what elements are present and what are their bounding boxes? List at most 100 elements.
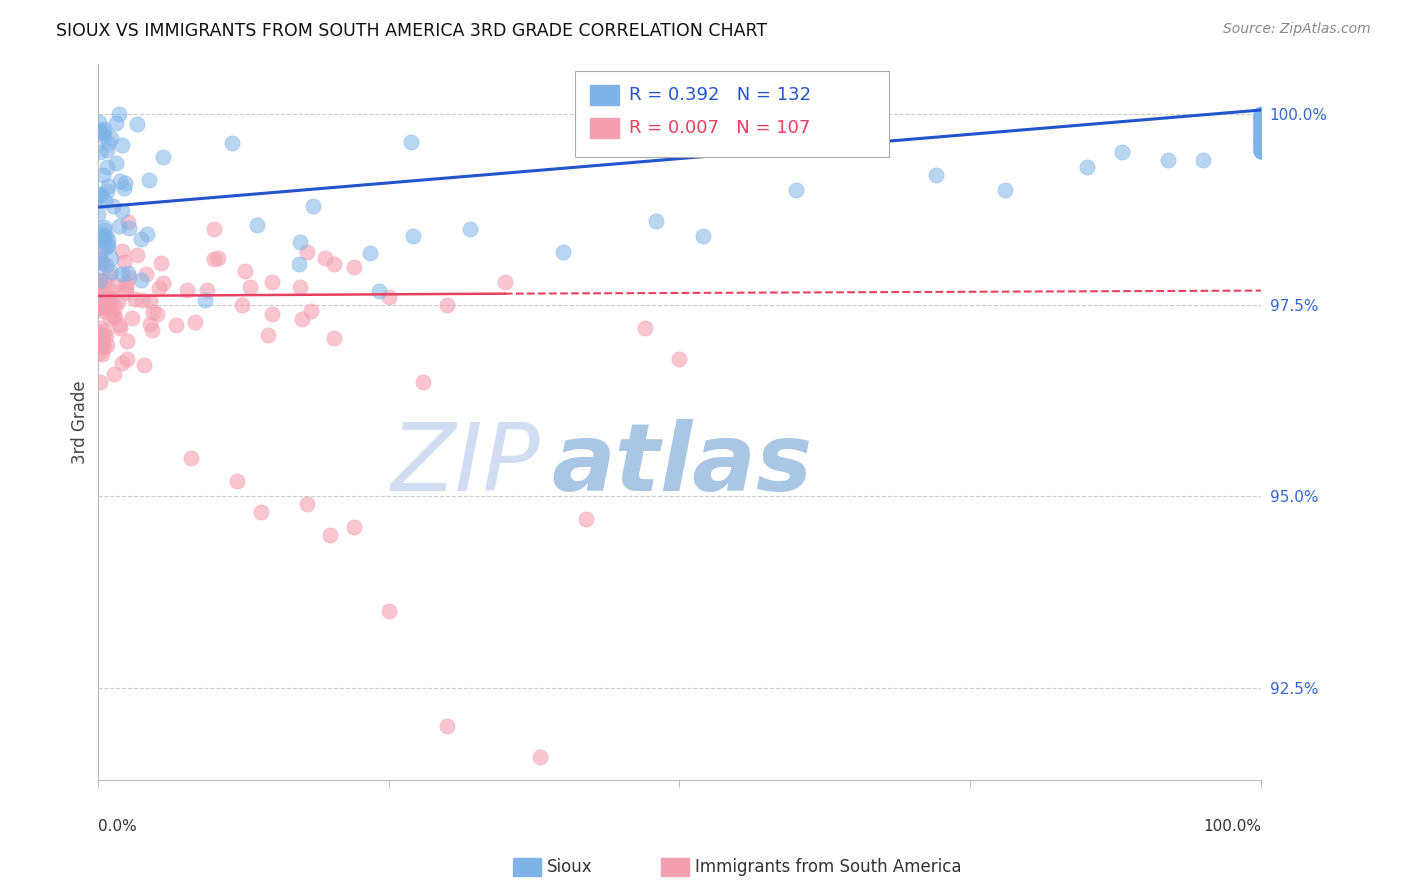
Point bbox=[150, 256, 173, 270]
Point bbox=[290, 279, 312, 293]
Point bbox=[256, 328, 278, 343]
Point bbox=[195, 283, 218, 297]
Point bbox=[323, 257, 346, 271]
Point bbox=[1250, 128, 1272, 142]
Point bbox=[260, 307, 283, 321]
Point bbox=[91, 347, 114, 361]
Point bbox=[401, 229, 423, 244]
Point bbox=[131, 232, 153, 246]
Point bbox=[91, 168, 114, 182]
Text: 100.0%: 100.0% bbox=[1204, 819, 1261, 834]
Point bbox=[785, 183, 807, 197]
Point bbox=[94, 229, 117, 244]
Point bbox=[994, 183, 1017, 197]
Point bbox=[115, 277, 138, 292]
Bar bbox=[591, 85, 619, 105]
Point bbox=[91, 256, 114, 270]
Point bbox=[1250, 126, 1272, 140]
Point bbox=[314, 251, 336, 265]
Point bbox=[1250, 145, 1272, 159]
Point bbox=[91, 232, 114, 246]
Point bbox=[401, 135, 423, 149]
Point bbox=[262, 275, 284, 289]
Point bbox=[1111, 145, 1133, 159]
Point bbox=[97, 238, 120, 252]
Point bbox=[1250, 118, 1272, 132]
Point bbox=[1250, 139, 1272, 153]
Point bbox=[114, 176, 136, 190]
Point bbox=[323, 331, 346, 345]
Point bbox=[89, 321, 111, 335]
Point bbox=[246, 219, 269, 233]
Point bbox=[551, 244, 574, 259]
Text: R = 0.392   N = 132: R = 0.392 N = 132 bbox=[630, 86, 811, 103]
Point bbox=[249, 505, 271, 519]
Point bbox=[290, 312, 312, 326]
Point bbox=[100, 265, 122, 279]
Point bbox=[231, 297, 253, 311]
Point bbox=[93, 274, 115, 288]
Point bbox=[93, 324, 115, 338]
Point bbox=[184, 315, 207, 329]
Point bbox=[93, 228, 115, 243]
Point bbox=[226, 474, 249, 488]
Point bbox=[135, 227, 157, 241]
Point bbox=[108, 219, 131, 234]
Point bbox=[96, 300, 118, 314]
Point bbox=[412, 375, 434, 389]
Point bbox=[1250, 134, 1272, 148]
Point bbox=[105, 278, 128, 293]
Point bbox=[152, 150, 174, 164]
Point bbox=[110, 174, 132, 188]
Point bbox=[87, 301, 110, 315]
Point bbox=[89, 190, 111, 204]
Point bbox=[101, 309, 124, 323]
Point bbox=[436, 298, 458, 312]
Point bbox=[89, 252, 111, 267]
Point bbox=[108, 107, 131, 121]
Point bbox=[319, 527, 342, 541]
Point bbox=[202, 252, 225, 266]
Point bbox=[1250, 128, 1272, 142]
Point bbox=[458, 221, 481, 235]
Point bbox=[1250, 120, 1272, 134]
Point bbox=[94, 241, 117, 255]
Point bbox=[1250, 123, 1272, 137]
Point bbox=[288, 235, 311, 249]
Point bbox=[91, 334, 114, 348]
Point bbox=[299, 303, 322, 318]
Point bbox=[368, 284, 391, 298]
Point bbox=[100, 251, 122, 265]
Point bbox=[93, 129, 115, 144]
Point bbox=[138, 172, 160, 186]
Point bbox=[96, 338, 118, 352]
Point bbox=[239, 279, 262, 293]
Point bbox=[107, 318, 129, 332]
Point bbox=[377, 290, 399, 304]
Point bbox=[104, 155, 127, 169]
Point bbox=[1250, 139, 1272, 153]
Point bbox=[93, 289, 115, 303]
Point bbox=[1250, 131, 1272, 145]
Point bbox=[1250, 144, 1272, 158]
Point bbox=[1250, 118, 1272, 132]
Bar bbox=[591, 118, 619, 137]
Point bbox=[138, 317, 160, 331]
Point bbox=[152, 276, 174, 290]
Point bbox=[90, 338, 112, 352]
Point bbox=[1250, 107, 1272, 121]
Point bbox=[98, 311, 121, 326]
Point bbox=[129, 273, 152, 287]
Point bbox=[93, 220, 115, 235]
Point bbox=[101, 304, 124, 318]
Point bbox=[141, 323, 163, 337]
Point bbox=[1250, 112, 1272, 126]
Point bbox=[114, 280, 136, 294]
Point bbox=[166, 318, 188, 333]
Point bbox=[115, 334, 138, 348]
Point bbox=[98, 268, 121, 283]
Text: Immigrants from South America: Immigrants from South America bbox=[695, 858, 962, 876]
Point bbox=[87, 298, 110, 312]
Point bbox=[359, 246, 381, 260]
Point bbox=[692, 229, 714, 244]
